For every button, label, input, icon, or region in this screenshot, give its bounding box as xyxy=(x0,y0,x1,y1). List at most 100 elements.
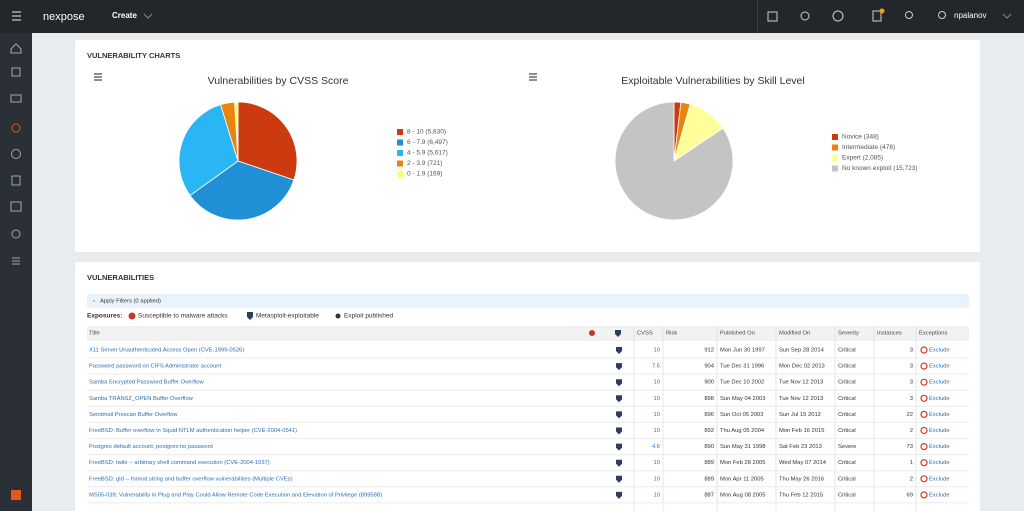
policies-icon[interactable] xyxy=(11,149,21,159)
notification-badge xyxy=(879,8,885,14)
table-cell[interactable]: 10 xyxy=(654,396,660,402)
table-cell[interactable]: 7.5 xyxy=(652,364,660,370)
calendar-icon[interactable] xyxy=(767,11,778,22)
table-cell: Critical xyxy=(838,492,856,498)
top-bar xyxy=(0,0,1024,33)
legend-label: 6 - 7.9 (6,497) xyxy=(407,139,448,146)
filter-bar[interactable] xyxy=(87,294,969,308)
pie-slice xyxy=(234,101,239,162)
column-header[interactable]: Published On xyxy=(720,331,755,337)
create-menu[interactable]: Create xyxy=(112,11,137,20)
search-icon[interactable] xyxy=(905,11,913,19)
vulnerabilities-icon[interactable] xyxy=(11,123,21,133)
vulnerability-link[interactable]: Postgres default account: postgres:no pa… xyxy=(89,444,213,450)
vulnerability-link[interactable]: Samba Encrypted Password Buffer Overflow xyxy=(89,380,204,386)
column-header[interactable]: Exceptions xyxy=(919,331,947,337)
help-icon[interactable] xyxy=(832,10,844,22)
notifications-icon[interactable] xyxy=(872,10,882,22)
vulnerability-link[interactable]: Samba TRANS2_OPEN Buffer Overflow xyxy=(89,396,194,402)
assets-icon[interactable] xyxy=(11,67,21,77)
table-cell: 1 xyxy=(910,460,913,466)
tags-icon[interactable] xyxy=(11,229,21,239)
vulnerability-link[interactable]: FreeBSD: gld -- format string and buffer… xyxy=(89,476,293,482)
exclude-button[interactable]: Exclude xyxy=(929,476,950,482)
table-cell: Critical xyxy=(838,476,856,482)
table-cell: Wed May 07 2014 xyxy=(779,460,827,466)
user-name[interactable]: npalanov xyxy=(954,11,986,20)
user-icon[interactable] xyxy=(938,11,946,19)
column-header[interactable]: Risk xyxy=(666,331,677,337)
table-cell: 2 xyxy=(910,428,913,434)
exclude-icon[interactable] xyxy=(920,346,928,354)
trends-icon[interactable] xyxy=(10,201,22,212)
table-cell[interactable]: 10 xyxy=(654,492,660,498)
exclude-button[interactable]: Exclude xyxy=(929,460,950,466)
pie-slice xyxy=(178,104,239,196)
column-header[interactable]: Severity xyxy=(838,331,859,337)
vulnerability-link[interactable]: Sendmail Prescan Buffer Overflow xyxy=(89,412,178,418)
reports-icon[interactable] xyxy=(11,175,21,186)
exploit-icon xyxy=(335,313,341,319)
home-icon[interactable] xyxy=(10,43,22,54)
user-search-icon[interactable] xyxy=(800,11,810,21)
table-cell[interactable]: 10 xyxy=(654,380,660,386)
table-cell: 900 xyxy=(704,380,714,386)
table-cell[interactable]: 10 xyxy=(654,412,660,418)
table-cell[interactable]: 10 xyxy=(654,348,660,354)
devices-icon[interactable] xyxy=(10,94,22,103)
chart-title: Vulnerabilities by CVSS Score xyxy=(208,75,349,87)
user-caret xyxy=(1002,13,1012,19)
exclude-icon[interactable] xyxy=(920,459,928,467)
legend-swatch xyxy=(397,160,403,167)
exclude-icon[interactable] xyxy=(920,443,928,451)
exclude-icon[interactable] xyxy=(920,491,928,499)
table-cell: 887 xyxy=(704,492,714,498)
table-cell[interactable]: 10 xyxy=(654,476,660,482)
exclude-button[interactable]: Exclude xyxy=(929,428,950,434)
admin-icon[interactable] xyxy=(12,257,20,265)
exclude-icon[interactable] xyxy=(920,410,928,418)
table-cell[interactable]: 4.6 xyxy=(652,444,660,450)
exclude-button[interactable]: Exclude xyxy=(929,492,950,498)
exclude-icon[interactable] xyxy=(920,394,928,402)
vulnerability-link[interactable]: FreeBSD: twiki -- arbitrary shell comman… xyxy=(89,460,270,466)
table-cell: Critical xyxy=(838,348,856,354)
table-cell: 69 xyxy=(907,492,913,498)
vulnerability-link[interactable]: MS05-039: Vulnerability in Plug and Play… xyxy=(89,492,382,498)
column-header[interactable]: Modified On xyxy=(779,331,810,337)
metasploit-icon xyxy=(616,347,622,354)
table-cell: Mon Jun 30 1997 xyxy=(720,348,765,354)
vulnerability-link[interactable]: X11 Server Unauthenticated Access Open (… xyxy=(89,348,244,354)
legend-label: 8 - 10 (5,630) xyxy=(407,129,446,136)
exclude-button[interactable]: Exclude xyxy=(929,364,950,370)
exclude-button[interactable]: Exclude xyxy=(929,412,950,418)
sidebar-icons xyxy=(10,43,22,265)
filter-toggle[interactable]: › xyxy=(93,299,95,305)
column-header[interactable]: Instances xyxy=(877,331,902,337)
vulnerability-link[interactable]: Password password on CIFS Administrator … xyxy=(89,364,221,370)
exclude-button[interactable]: Exclude xyxy=(929,444,950,450)
table-cell[interactable]: 10 xyxy=(654,428,660,434)
exclude-icon[interactable] xyxy=(920,475,928,483)
legend-label: Novice (348) xyxy=(842,134,879,141)
menu-button[interactable] xyxy=(12,11,21,21)
metasploit-icon xyxy=(616,443,622,451)
exclude-button[interactable]: Exclude xyxy=(929,348,950,354)
brand[interactable]: nexpose xyxy=(43,11,85,23)
filter-label[interactable]: Apply Filters (0 applied) xyxy=(100,299,161,305)
vulnerability-link[interactable]: FreeBSD: Buffer overflow in Squid NTLM a… xyxy=(89,428,297,434)
column-header[interactable]: Title xyxy=(89,331,100,337)
malware-icon xyxy=(128,312,136,320)
column-header[interactable]: CVSS xyxy=(637,331,653,337)
legend-swatch xyxy=(397,150,403,156)
exclude-icon[interactable] xyxy=(920,426,928,435)
malware-column-icon xyxy=(589,330,595,336)
metasploit-icon xyxy=(616,411,622,419)
exclude-icon[interactable] xyxy=(920,378,928,386)
table-cell: 912 xyxy=(704,348,714,354)
table-cell[interactable]: 10 xyxy=(654,460,660,466)
exclude-button[interactable]: Exclude xyxy=(929,396,950,402)
exclude-icon[interactable] xyxy=(920,362,928,370)
exclude-button[interactable]: Exclude xyxy=(929,380,950,386)
